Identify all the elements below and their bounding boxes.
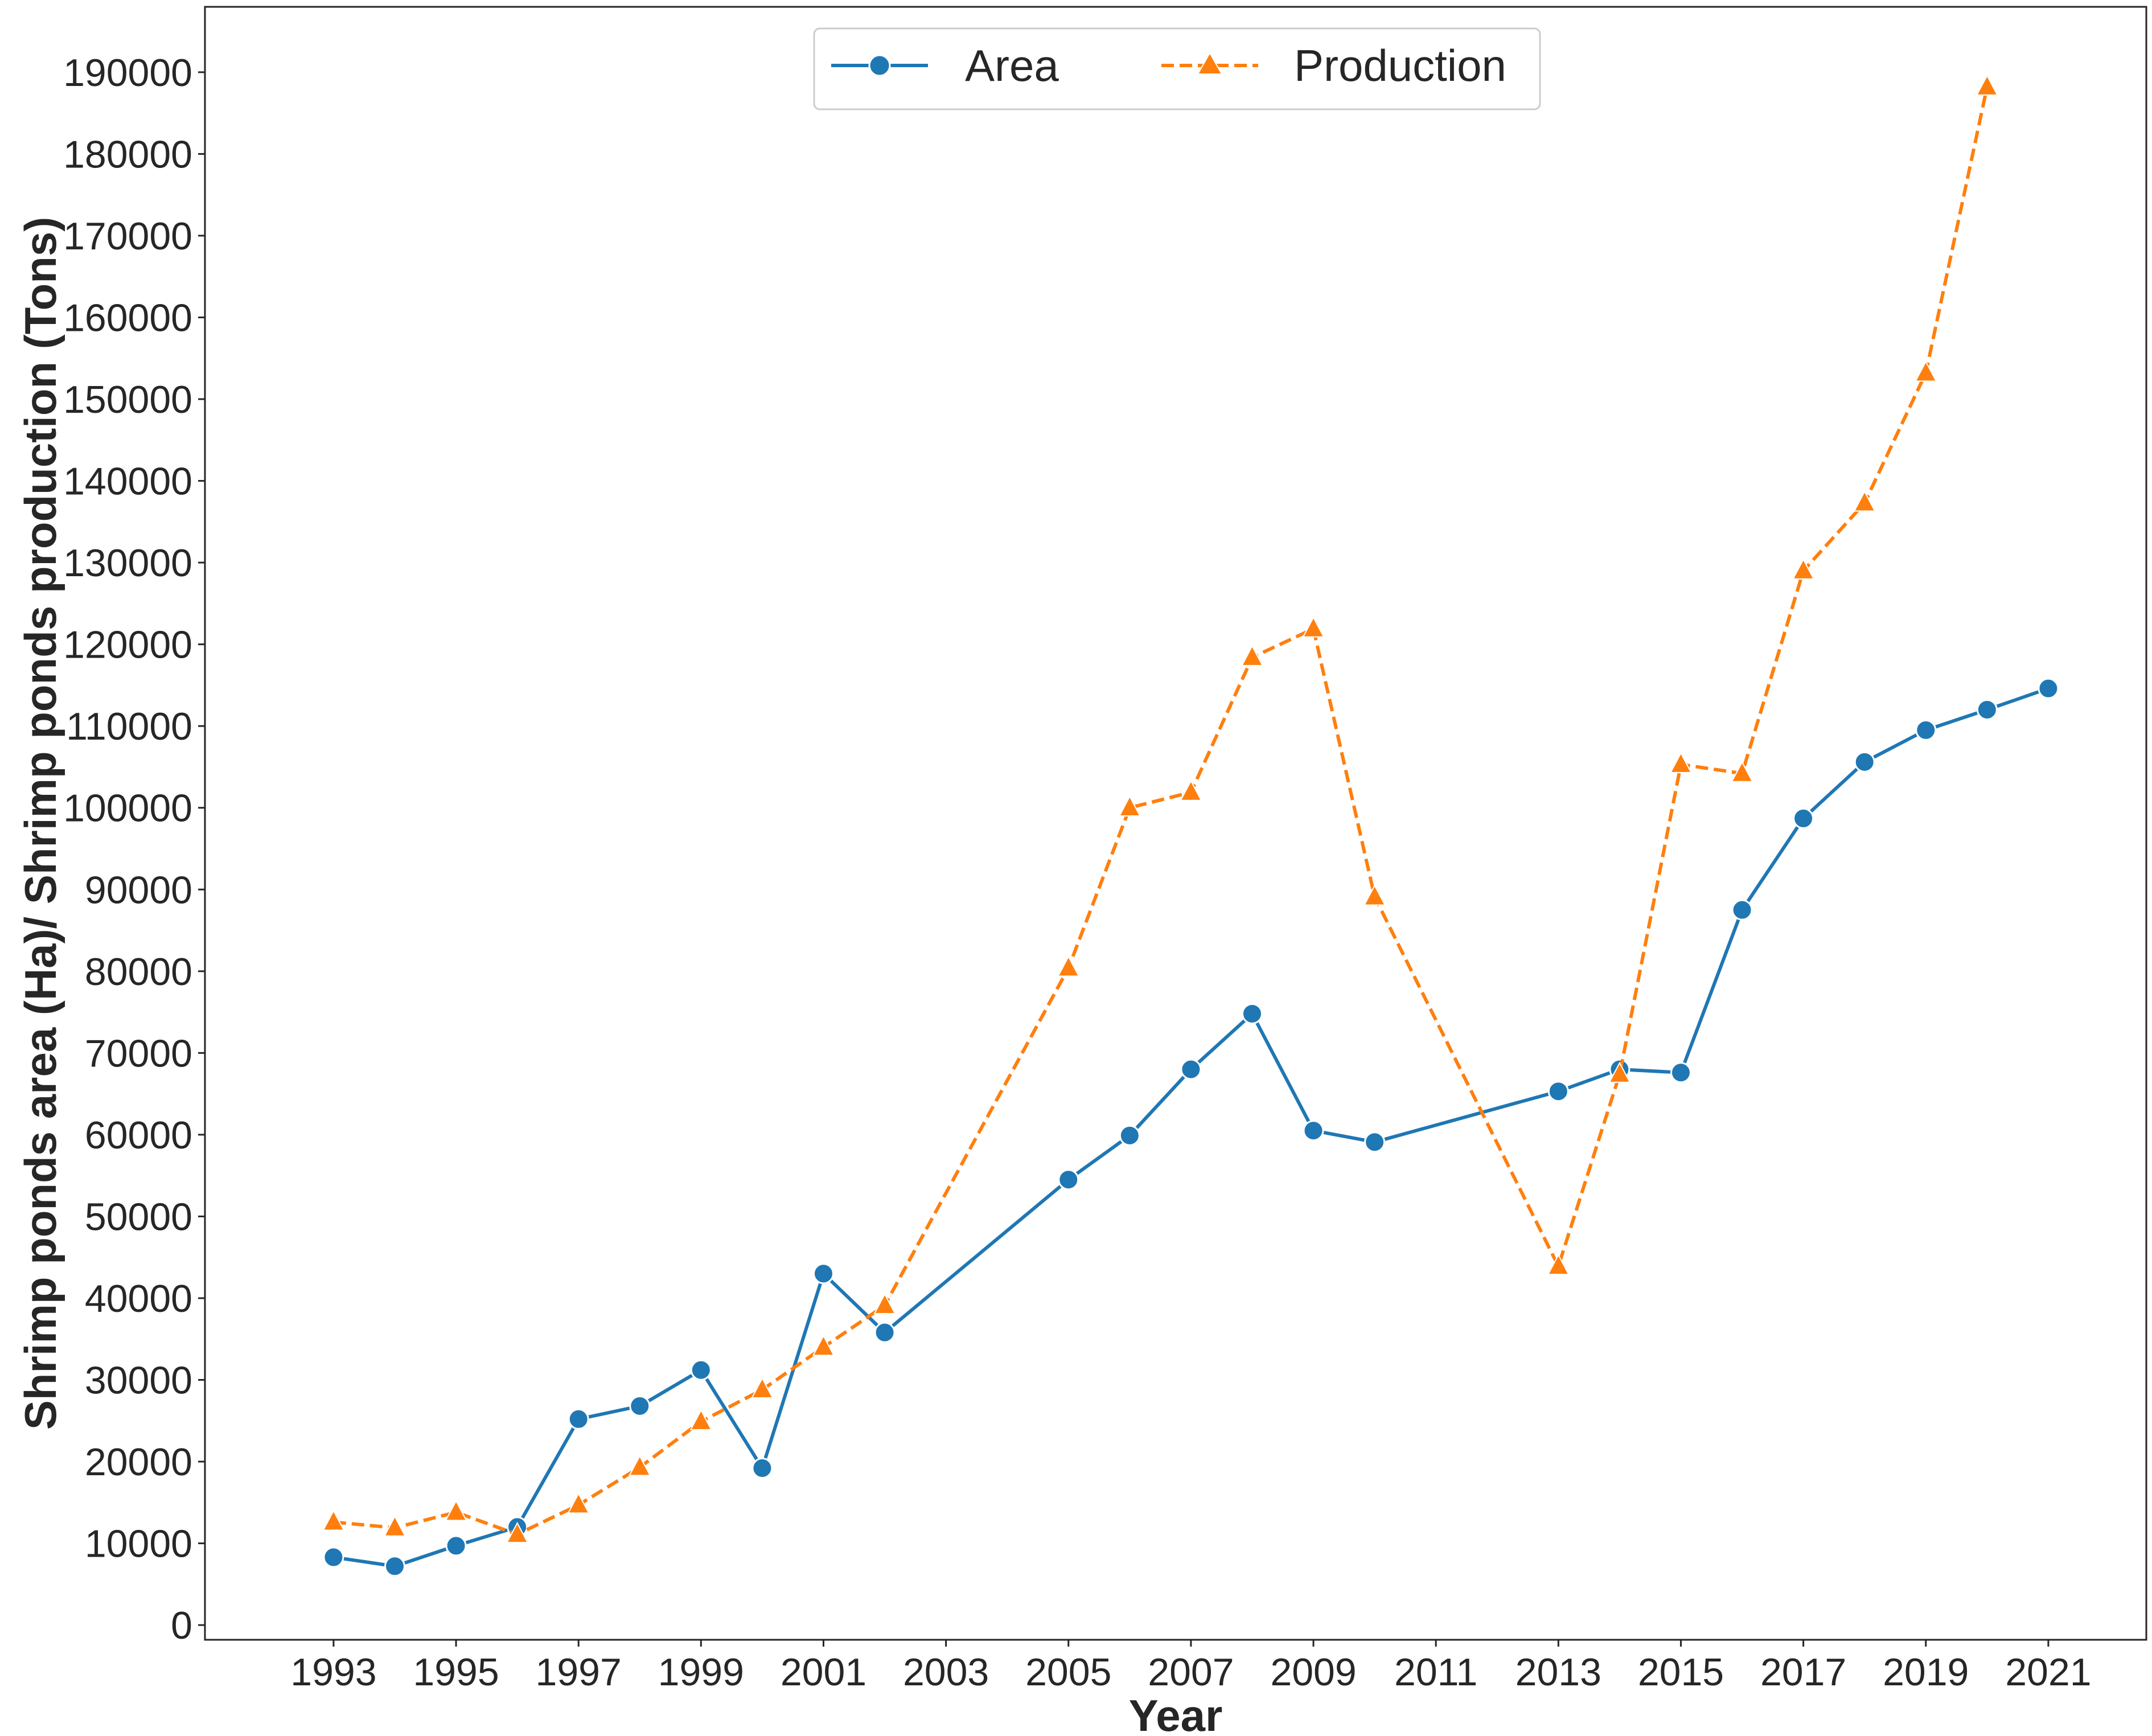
data-point-production [1363, 884, 1386, 906]
data-point-area [2038, 678, 2059, 699]
x-tick-label: 2009 [1270, 1651, 1356, 1694]
data-point-production [1792, 558, 1815, 580]
data-point-area [1547, 1081, 1569, 1102]
x-tick-label: 1999 [658, 1651, 744, 1694]
data-point-area [1793, 807, 1814, 829]
data-point-area [1119, 1124, 1140, 1146]
y-tick-label: 170000 [63, 215, 192, 258]
data-point-area [629, 1395, 651, 1417]
data-point-production [629, 1455, 651, 1476]
data-point-production [1976, 74, 1999, 96]
y-tick-label: 90000 [85, 868, 192, 912]
x-tick-label: 2015 [1638, 1651, 1724, 1694]
data-point-area [1364, 1131, 1386, 1153]
y-tick-label: 140000 [63, 460, 192, 503]
legend-production-marker [1197, 51, 1223, 75]
y-tick-label: 70000 [85, 1032, 192, 1075]
series-production [322, 74, 1999, 1544]
data-point-area [874, 1322, 896, 1343]
data-point-area [323, 1546, 344, 1568]
y-tick-label: 180000 [63, 133, 192, 176]
data-point-production [1118, 795, 1141, 816]
data-point-area [812, 1263, 834, 1284]
data-point-production [383, 1515, 406, 1537]
data-point-area [1058, 1169, 1079, 1191]
series-layer [322, 74, 2059, 1577]
y-tick-label: 110000 [66, 705, 192, 748]
y-tick-label: 160000 [63, 296, 192, 339]
data-point-production [322, 1509, 345, 1531]
data-point-production [1180, 779, 1202, 801]
y-tick-label: 80000 [85, 950, 192, 994]
data-point-area [1180, 1058, 1202, 1080]
plot-area [204, 6, 2147, 1641]
data-point-production [1731, 761, 1753, 782]
data-point-production [873, 1292, 896, 1315]
data-point-area [1303, 1120, 1324, 1142]
y-tick-label: 10000 [85, 1522, 192, 1566]
data-point-area [1241, 1003, 1263, 1024]
legend-area-label: Area [965, 40, 1059, 91]
data-point-production [1302, 616, 1325, 638]
series-area [323, 678, 2059, 1577]
legend-production-label: Production [1294, 40, 1506, 91]
series-line-production [333, 87, 1989, 1536]
data-point-production [812, 1335, 835, 1356]
y-tick-label: 50000 [85, 1195, 192, 1238]
x-tick-label: 1993 [290, 1651, 376, 1694]
x-tick-label: 2011 [1394, 1651, 1477, 1694]
y-tick-label: 30000 [85, 1359, 192, 1402]
y-tick-label: 190000 [63, 51, 192, 95]
y-tick-label: 150000 [63, 378, 192, 421]
x-tick-label: 2019 [1883, 1651, 1969, 1694]
data-point-area [568, 1408, 589, 1430]
x-tick-label: 2007 [1148, 1651, 1234, 1694]
legend-box [813, 27, 1541, 110]
y-tick-label: 100000 [63, 787, 192, 830]
data-point-production [1547, 1253, 1570, 1275]
legend-area-marker [868, 54, 891, 77]
data-point-production [445, 1499, 467, 1521]
data-point-area [1976, 699, 1998, 720]
data-point-production [751, 1377, 774, 1399]
x-tick-label: 2013 [1516, 1651, 1601, 1694]
data-point-area [690, 1359, 712, 1381]
x-axis-ticks: 1993 1995 1997 1999 2001 2003 2005 2007 2009 2011… [290, 1640, 2092, 1694]
data-point-area [1670, 1062, 1691, 1084]
data-point-production [1241, 645, 1264, 666]
y-tick-label: 40000 [85, 1277, 192, 1320]
data-point-area [1731, 899, 1753, 921]
x-tick-label: 2001 [781, 1651, 866, 1694]
x-tick-label: 1995 [413, 1651, 499, 1694]
data-point-area [751, 1458, 773, 1479]
x-tick-label: 1997 [536, 1651, 622, 1694]
x-tick-label: 2021 [2005, 1651, 2091, 1694]
data-point-production [1608, 1061, 1631, 1083]
y-tick-label: 20000 [85, 1440, 192, 1484]
data-point-production [506, 1521, 529, 1544]
data-point-area [384, 1556, 405, 1577]
x-tick-label: 2003 [903, 1651, 989, 1694]
x-axis-title: Year [1129, 1690, 1223, 1736]
data-point-area [1915, 719, 1937, 741]
data-point-production [1057, 955, 1080, 977]
data-point-production [689, 1409, 713, 1430]
data-point-production [1915, 360, 1937, 382]
data-point-production [1669, 752, 1693, 773]
y-tick-label: 120000 [63, 623, 192, 667]
data-point-production [567, 1492, 590, 1514]
x-tick-label: 2017 [1760, 1651, 1846, 1694]
data-point-area [1854, 751, 1875, 773]
y-axis-title: Shrimp ponds area (Ha)/ Shrimp ponds pro… [15, 217, 65, 1430]
y-tick-label: 0 [171, 1604, 192, 1647]
y-tick-label: 60000 [85, 1114, 192, 1157]
data-point-area [445, 1535, 467, 1557]
y-tick-label: 130000 [63, 541, 192, 585]
x-tick-label: 2005 [1025, 1651, 1111, 1694]
legend: Area Production [813, 27, 1541, 110]
data-point-production [1853, 490, 1876, 512]
y-axis-ticks: 0 10000 20000 30000 40000 50000 60000 70000 8000… [63, 51, 205, 1647]
